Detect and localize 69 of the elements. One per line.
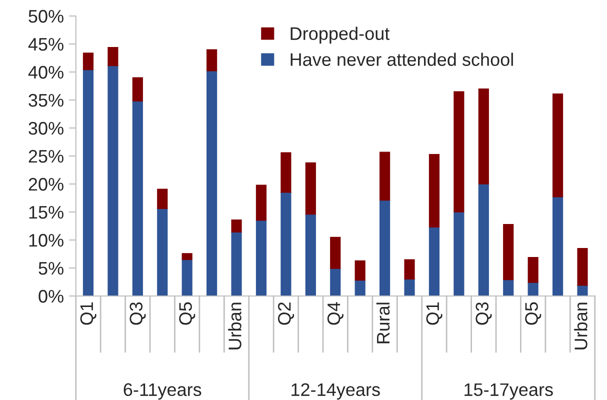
y-tick-label: 5% (38, 262, 64, 275)
bar (330, 236, 341, 269)
bar (552, 196, 564, 296)
bar (503, 279, 514, 296)
y-tick-label: 15% (29, 206, 64, 219)
bar (577, 248, 588, 286)
bar (305, 214, 316, 296)
bar (428, 226, 440, 296)
y-tick-label: 0% (38, 290, 64, 303)
bar (182, 259, 192, 296)
text: 15-17years (464, 383, 553, 400)
legend-label: Dropped-out (290, 26, 390, 44)
bar (280, 192, 292, 296)
y-tick-label: 25% (28, 150, 64, 163)
x-tick-label: Q2 (278, 302, 294, 325)
bar (231, 219, 242, 233)
bar (157, 188, 168, 209)
x-tick-label: Q3 (476, 302, 492, 325)
bar (132, 100, 143, 296)
bar (380, 200, 390, 296)
bar (478, 88, 489, 184)
x-tick-label: Q5 (179, 302, 196, 325)
y-tick-label: 10% (29, 234, 64, 247)
bar (108, 65, 118, 296)
x-tick-label: Q5 (525, 302, 542, 325)
bar (206, 70, 218, 296)
bar (182, 253, 192, 260)
bar (404, 259, 415, 280)
x-tick-label: Urban (574, 302, 588, 350)
bar (256, 220, 267, 296)
bar (454, 91, 464, 212)
bar (354, 280, 366, 296)
bar (157, 208, 168, 296)
bar (231, 232, 242, 296)
bar (330, 268, 341, 296)
x-tick-label: Q1 (80, 302, 96, 325)
y-tick-label: 40% (28, 66, 64, 79)
y-tick-label: 30% (28, 122, 64, 135)
bar (256, 184, 267, 221)
bar (132, 77, 143, 102)
bar (108, 47, 118, 66)
bar (404, 278, 415, 296)
x-tick-label: Q3 (130, 302, 146, 325)
bar (354, 260, 366, 281)
text: 6-11years (124, 383, 202, 400)
bar (528, 282, 538, 296)
x-tick-label: Urban (228, 302, 242, 350)
bar (206, 49, 218, 72)
y-tick-label: 45% (28, 38, 64, 51)
bar (478, 184, 489, 296)
bar (454, 212, 464, 296)
bar (528, 257, 538, 283)
bar (280, 152, 292, 193)
text: 12-14years (292, 383, 380, 400)
y-tick-label: 20% (28, 178, 64, 191)
y-tick-label: 35% (28, 94, 64, 107)
x-tick-label: Rural (376, 302, 390, 344)
x-tick-label: Q1 (426, 302, 442, 325)
y-tick-label: 50% (28, 10, 64, 23)
bar (82, 52, 94, 70)
legend-label: Have never attended school (290, 52, 513, 66)
bar (428, 154, 440, 228)
bar (552, 93, 564, 198)
bar (305, 162, 316, 215)
bar (577, 285, 588, 296)
bar (503, 224, 514, 280)
bar (380, 152, 390, 201)
bar (82, 69, 94, 296)
x-tick-label: Q4 (327, 302, 344, 325)
